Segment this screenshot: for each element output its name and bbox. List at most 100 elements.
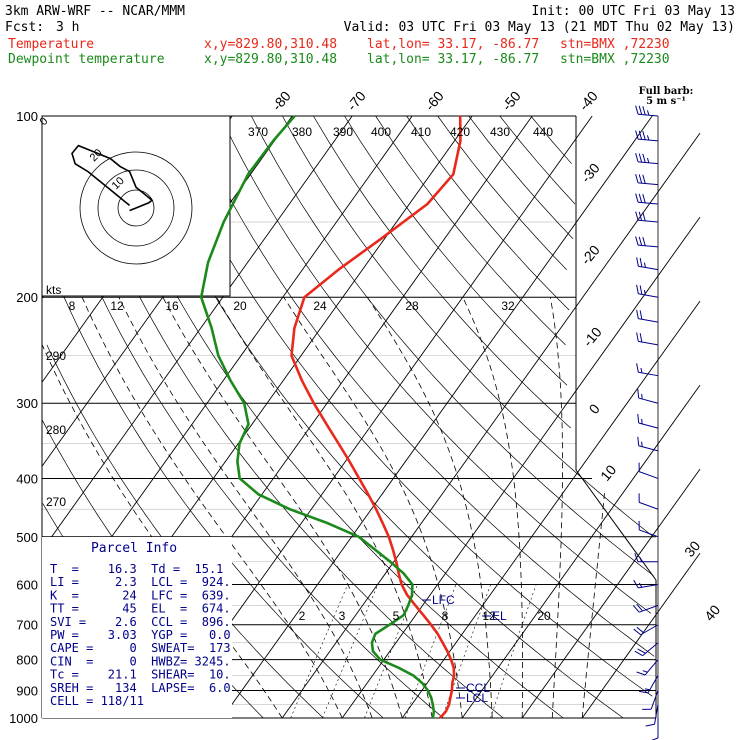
- barb-staff: [640, 624, 659, 636]
- full-barb-note: Full barb:: [639, 86, 694, 97]
- parcel-info-row: T = 16.3 Td = 15.1: [50, 562, 223, 576]
- barb-staff: [638, 293, 659, 298]
- barb-flag: [638, 130, 643, 140]
- barb-flag: [642, 174, 646, 184]
- isotherm-line: [281, 132, 701, 719]
- wind-barb: [634, 642, 659, 657]
- wind-barb: [634, 553, 658, 563]
- barb-flag: [646, 157, 650, 164]
- barb-staff: [638, 201, 659, 205]
- speed-axis-label: 32: [501, 299, 515, 313]
- barb-staff: [639, 529, 659, 538]
- wind-barb: [636, 309, 659, 323]
- barb-flag: [633, 628, 641, 636]
- dry-adiabat-line: [126, 115, 624, 719]
- wind-barb: [635, 211, 659, 223]
- pressure-tick-label: 700: [16, 618, 38, 633]
- dry-adiabat-line: [157, 115, 653, 697]
- barb-staff: [638, 113, 659, 117]
- parcel-info-row: CAPE = 0 SWEAT= 173: [50, 641, 231, 655]
- theta-label: 420: [450, 125, 470, 139]
- isotherm-label: -60: [422, 88, 447, 114]
- dry-adiabat-line: [499, 115, 576, 205]
- hodograph-trace: [71, 144, 154, 212]
- parcel-info-row: CIN = 0 HWBZ= 3245.: [50, 654, 231, 668]
- isotherm-label: -20: [578, 242, 603, 268]
- header: 3km ARW-WRF -- NCAR/MMM Init: 00 UTC Fri…: [5, 4, 735, 107]
- barb-flag: [635, 174, 639, 183]
- moist-adiabat-line: [118, 297, 373, 719]
- dry-adiabat-line: [219, 115, 652, 614]
- isotherm-label: -40: [576, 88, 601, 114]
- background-lines: [41, 115, 701, 719]
- wind-barb: [637, 389, 659, 404]
- wind-barb: [638, 520, 659, 538]
- barb-flag: [644, 688, 650, 691]
- temperature-latlon: lat,lon= 33.17, -86.77: [367, 37, 539, 52]
- pressure-tick-label: 600: [16, 577, 38, 592]
- moist-adiabat-line: [81, 297, 343, 719]
- wind-barb: [635, 174, 659, 186]
- barb-flag: [634, 650, 643, 657]
- mixing-ratio-line: [322, 584, 379, 719]
- isotherm-label: -10: [580, 324, 605, 350]
- valid-time: Valid: 03 UTC Fri 03 May 13 (21 MDT Thu …: [344, 20, 735, 35]
- hodograph-frame: [41, 115, 231, 297]
- barb-staff: [638, 219, 659, 223]
- barb-staff: [639, 501, 659, 510]
- speed-axis-label: 16: [165, 299, 179, 313]
- wind-barb: [635, 193, 659, 205]
- barb-flag: [638, 193, 643, 203]
- wind-barbs: [632, 105, 659, 740]
- mixing-ratio-label: 3: [339, 609, 346, 623]
- isotherm-line: [161, 115, 593, 719]
- dry-adiabat-line: [468, 115, 574, 240]
- dry-adiabat-line: [64, 115, 504, 719]
- right-axis-slant: [575, 469, 657, 581]
- theta-label: 440: [533, 125, 553, 139]
- mixing-ratio-line: [441, 584, 491, 719]
- isotherm-label: 30: [681, 538, 703, 560]
- pressure-tick-label: 300: [16, 396, 38, 411]
- pressure-tick-label: 200: [16, 290, 38, 305]
- parcel-info-box: Parcel Info T = 16.3 Td = 15.1LI = 2.3 LC…: [42, 537, 232, 718]
- dry-adiabat-line: [437, 115, 567, 270]
- hodograph-ring: [79, 151, 193, 265]
- barb-flag: [638, 582, 643, 588]
- dewpoint-line: [199, 115, 436, 719]
- level-marker-label: EL: [492, 609, 507, 623]
- barb-flag: [636, 363, 639, 373]
- wind-barb: [639, 675, 659, 694]
- barb-flag: [642, 131, 646, 140]
- hodograph-units-label: kts: [46, 283, 61, 297]
- level-marker-label: CCL: [466, 681, 490, 695]
- wind-barb: [633, 624, 659, 636]
- wind-barb: [635, 236, 659, 248]
- theta-label: 380: [292, 125, 312, 139]
- barb-flag: [642, 670, 648, 673]
- wind-barb: [638, 493, 659, 510]
- barb-flag: [637, 413, 640, 424]
- speed-axis-label: 8: [69, 299, 76, 313]
- isotherm-line: [341, 216, 701, 719]
- dry-adiabat-line: [250, 115, 654, 576]
- barb-flag: [633, 579, 639, 589]
- dry-adiabat-line: [45, 254, 384, 719]
- isotherm-label: 40: [701, 602, 723, 624]
- barb-staff: [638, 161, 659, 165]
- barb-flag: [635, 193, 639, 203]
- parcel-info-row: TT = 45 EL = 674.: [50, 602, 231, 616]
- barb-flag: [635, 105, 639, 115]
- isotherm-label: -80: [269, 88, 294, 114]
- barb-flag: [642, 237, 646, 246]
- wind-barb: [635, 153, 659, 165]
- barb-staff: [638, 138, 659, 142]
- mixing-ratio-label: 2: [299, 609, 306, 623]
- barb-flag: [634, 553, 639, 562]
- barb-flag: [638, 211, 643, 221]
- speed-axis-label: 28: [405, 299, 419, 313]
- moist-adiabat-line: [367, 296, 493, 719]
- isotherm-label: 10: [597, 462, 619, 484]
- barb-flag: [643, 289, 646, 296]
